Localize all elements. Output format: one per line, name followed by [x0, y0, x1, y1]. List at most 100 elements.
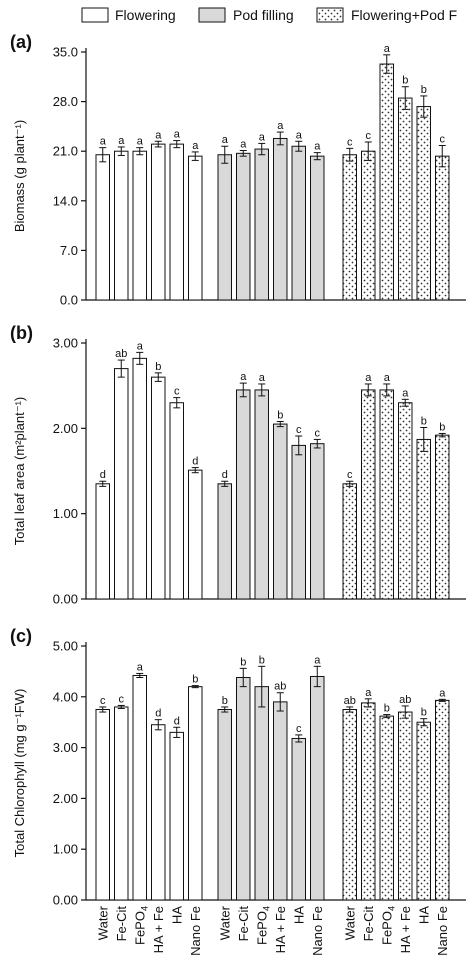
y-tick-label: 0.0 [60, 293, 78, 308]
significance-letter: a [277, 120, 284, 132]
significance-letter: a [192, 140, 199, 152]
significance-letter: a [137, 136, 144, 148]
bar [416, 438, 431, 600]
bar [169, 731, 184, 901]
legend-swatch-pod-filling [198, 7, 226, 23]
significance-letter: d [155, 708, 161, 720]
significance-letter: c [100, 695, 106, 707]
panel-c: (c) Total Chlorophyll (mg g⁻¹FW) 0.00 1.00 2… [10, 626, 466, 956]
significance-letter: c [347, 136, 353, 148]
significance-letter: b [421, 415, 427, 427]
legend-label-pod-filling: Pod filling [233, 7, 294, 23]
significance-letter: a [174, 129, 181, 141]
significance-letter: c [366, 130, 372, 142]
significance-letter: c [119, 693, 125, 705]
bar [114, 150, 129, 301]
bar [379, 389, 394, 600]
significance-letter: b [421, 707, 427, 719]
bar [114, 368, 129, 600]
bar [188, 686, 203, 901]
significance-letter: b [277, 410, 283, 422]
bar [236, 676, 251, 901]
significance-letter: ab [274, 681, 286, 693]
bar [435, 434, 450, 600]
significance-letter: ab [344, 695, 356, 707]
panel-label: (a) [10, 32, 32, 52]
significance-letter: a [118, 135, 125, 147]
bar [361, 389, 376, 600]
x-tick-label: HA [169, 906, 184, 924]
bar [169, 143, 184, 301]
bar [435, 699, 450, 901]
legend-label-flowering-pod-f: Flowering+Pod F [351, 7, 457, 23]
legend-swatch-flowering-pod-f [316, 7, 344, 23]
y-tick-label: 5.00 [53, 639, 78, 654]
significance-letter: a [240, 371, 247, 383]
significance-letter: a [259, 372, 266, 384]
bar [361, 702, 376, 901]
panel-label: (b) [10, 323, 33, 343]
significance-letter: a [402, 387, 409, 399]
y-tick-label: 28.0 [53, 94, 78, 109]
bar [379, 715, 394, 901]
significance-letter: b [240, 656, 246, 668]
significance-letter: a [100, 136, 107, 148]
panel-b: (b) Total leaf area (m²plant⁻¹) 0.00 1.00 2.… [10, 323, 466, 607]
bar [132, 357, 147, 600]
significance-letter: d [174, 715, 180, 727]
bar [95, 154, 110, 301]
significance-letter: ab [399, 694, 411, 706]
significance-letter: b [192, 674, 198, 686]
significance-letter: a [384, 43, 391, 55]
significance-letter: c [174, 386, 180, 398]
y-tick-label: 0.00 [53, 893, 78, 908]
significance-letter: a [296, 129, 303, 141]
significance-letter: a [439, 687, 446, 699]
bar [217, 709, 232, 901]
bar [132, 674, 147, 901]
y-axis-label: Biomass (g plant⁻¹) [12, 120, 27, 232]
bar [291, 444, 306, 600]
x-tick-label: Nano Fe [435, 906, 450, 956]
significance-letter: a [384, 372, 391, 384]
bar [95, 709, 110, 901]
chart-panels: (a) Biomass (g plant⁻¹) 0.0 7.0 14.0 21.0 28.0… [10, 32, 466, 956]
significance-letter: b [384, 703, 390, 715]
legend-item-flowering-pod-f: Flowering+Pod F [316, 7, 457, 23]
legend-item-pod-filling: Pod filling [198, 7, 294, 23]
x-tick-label: HA [291, 906, 306, 924]
bar [342, 154, 357, 301]
bar [273, 423, 288, 600]
significance-letter: a [155, 129, 162, 141]
significance-letter: c [347, 469, 353, 481]
bar [254, 389, 269, 600]
bar [398, 97, 413, 301]
bar [291, 145, 306, 301]
x-tick-label: Fe-Cit [361, 906, 376, 942]
bar [151, 724, 166, 901]
x-tick-label: HA [416, 906, 431, 924]
bar [291, 737, 306, 901]
significance-letter: a [222, 134, 229, 146]
bar [398, 402, 413, 600]
y-tick-label: 21.0 [53, 144, 78, 159]
bar [236, 389, 251, 600]
significance-letter: a [365, 687, 372, 699]
significance-letter: a [137, 340, 144, 352]
bar [188, 155, 203, 301]
significance-letter: ab [115, 348, 127, 360]
x-tick-label: FePO4 [254, 906, 271, 945]
bar [151, 143, 166, 301]
x-tick-label: Water [95, 905, 110, 940]
significance-letter: c [296, 424, 302, 436]
significance-letter: d [192, 456, 198, 468]
y-axis-label: Total Chlorophyll (mg g⁻¹FW) [12, 689, 27, 858]
bar [273, 137, 288, 301]
y-tick-label: 14.0 [53, 193, 78, 208]
y-tick-label: 0.00 [53, 592, 78, 607]
y-tick-label: 2.00 [53, 791, 78, 806]
x-tick-label: Water [217, 905, 232, 940]
bar [416, 721, 431, 901]
bar [273, 701, 288, 901]
bar [254, 148, 269, 301]
